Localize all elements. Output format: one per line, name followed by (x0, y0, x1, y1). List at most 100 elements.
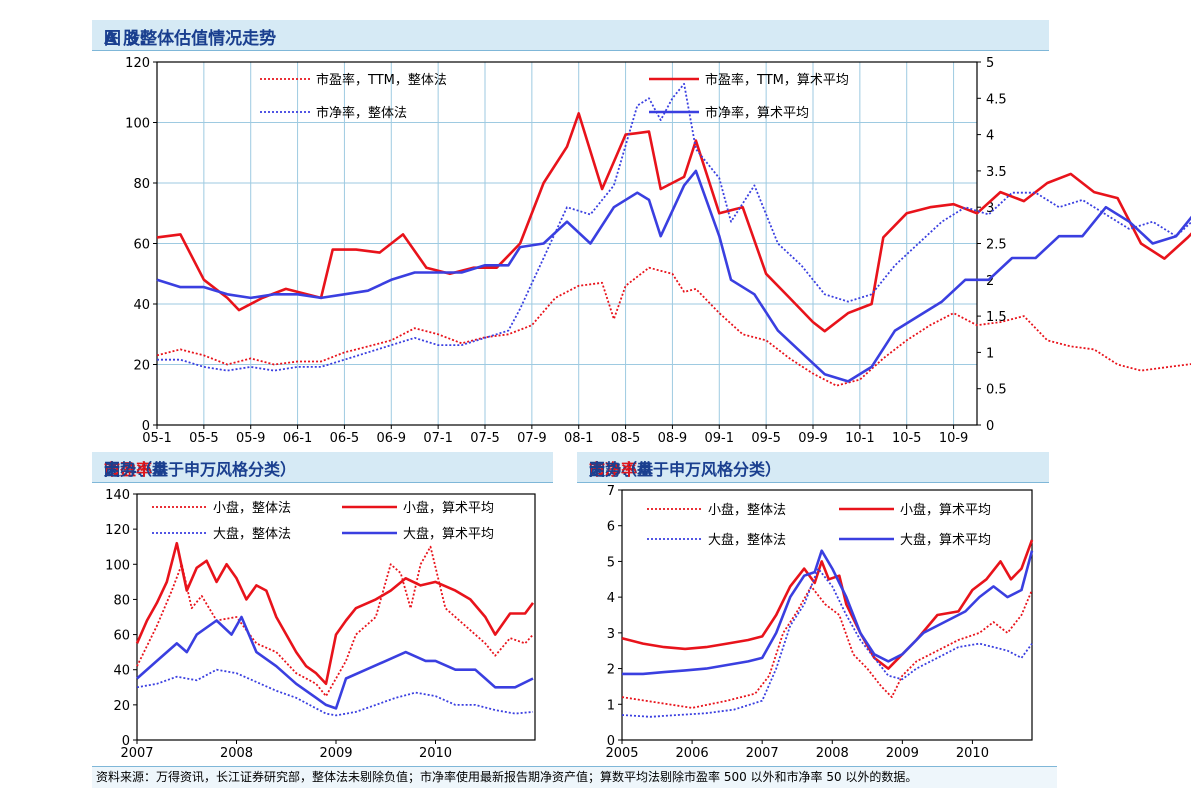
y-tick-label-left: 1 (607, 698, 615, 713)
legend-label: 大盘，算术平均 (403, 526, 494, 542)
y-tick-label-right: 1 (986, 346, 994, 361)
y-tick-label-left: 100 (105, 558, 130, 573)
x-tick-label: 10-9 (939, 431, 969, 446)
x-tick-label: 10-5 (892, 431, 922, 446)
x-tick-label: 2009 (886, 746, 919, 761)
x-tick-label: 2010 (419, 746, 452, 761)
x-tick-label: 2008 (220, 746, 253, 761)
chart1-header: 图 3: A 股整体估值情况走势 (92, 20, 1049, 51)
y-tick-label-left: 60 (113, 629, 130, 644)
chart2-header: 图 4: 大、小盘 市盈率 走势（基于申万风格分类） (92, 452, 553, 483)
y-tick-label-left: 120 (125, 56, 150, 71)
y-tick-label-left: 120 (105, 523, 130, 538)
x-tick-label: 07-1 (423, 431, 453, 446)
legend-label: 大盘，算术平均 (900, 532, 991, 548)
series-line-2 (621, 567, 1033, 718)
x-tick-label: 06-5 (330, 431, 360, 446)
series-line-1 (135, 541, 535, 686)
y-tick-label-left: 20 (113, 699, 130, 714)
plot-area (136, 493, 536, 741)
x-tick-label: 08-1 (564, 431, 594, 446)
chart3-header: 图 5: 大、小盘 市净率 走势（基于申万风格分类） (577, 452, 1049, 483)
series-line-0 (156, 266, 1191, 387)
x-tick-label: 09-1 (705, 431, 735, 446)
legend-label: 市净率，算术平均 (705, 105, 809, 121)
legend-label: 小盘，算术平均 (403, 500, 494, 516)
legend-label: 市净率，整体法 (316, 105, 407, 121)
x-tick-label: 10-1 (845, 431, 875, 446)
y-tick-label-left: 80 (113, 593, 130, 608)
y-tick-label-right: 2.5 (986, 238, 1007, 253)
y-tick-label-left: 60 (133, 238, 150, 253)
y-tick-label-right: 3.5 (986, 165, 1007, 180)
chart2-header-post: 走势（基于申万风格分类） (104, 460, 297, 479)
series-line-3 (156, 169, 1191, 383)
x-tick-label: 2009 (319, 746, 352, 761)
plot-area (621, 489, 1033, 741)
legend-label: 市盈率，TTM，算术平均 (705, 72, 849, 88)
x-tick-label: 09-9 (798, 431, 828, 446)
x-tick-label: 08-9 (658, 431, 688, 446)
plot-area (156, 61, 978, 426)
chart3-header-post: 走势（基于申万风格分类） (589, 460, 782, 479)
x-tick-label: 09-5 (751, 431, 781, 446)
series-line-3 (136, 615, 534, 710)
x-tick-label: 07-9 (517, 431, 547, 446)
legend-label: 大盘，整体法 (708, 532, 786, 548)
chart1-header-prefix: 图 3: (104, 29, 146, 49)
y-tick-label-left: 40 (113, 664, 130, 679)
chart3-header-red: 市净率 (589, 460, 638, 479)
chart3-header-prefix: 图 5: (589, 460, 629, 479)
y-tick-label-left: 100 (125, 117, 150, 132)
y-tick-label-left: 0 (142, 419, 150, 434)
x-tick-label: 2005 (605, 746, 638, 761)
legend-label: 小盘，整体法 (708, 502, 786, 518)
chart2-header-pre: 大、小盘 (104, 460, 169, 479)
x-tick-label: 05-1 (142, 431, 172, 446)
y-tick-label-right: 0.5 (986, 383, 1007, 398)
x-tick-label: 2007 (746, 746, 779, 761)
series-line-2 (136, 668, 534, 717)
x-tick-label: 06-9 (377, 431, 407, 446)
y-tick-label-left: 80 (133, 177, 150, 192)
x-tick-label: 2008 (816, 746, 849, 761)
y-tick-label-right: 2 (986, 274, 994, 289)
series-line-1 (156, 112, 1191, 333)
legend-label: 小盘，算术平均 (900, 502, 991, 518)
y-tick-label-left: 0 (122, 734, 130, 749)
chart-a-share-valuation: 05-1 05-5 05-9 06-1 06-5 06-9 07-1 07-5 07-9 08-1… (125, 56, 1191, 446)
y-tick-label-right: 1.5 (986, 310, 1007, 325)
x-tick-label: 06-1 (283, 431, 313, 446)
y-tick-label-left: 3 (607, 627, 615, 642)
x-tick-label: 08-5 (611, 431, 641, 446)
x-tick-label: 05-9 (236, 431, 266, 446)
y-tick-label-left: 40 (133, 298, 150, 313)
series-line-0 (621, 585, 1033, 709)
y-tick-label-right: 3 (986, 201, 994, 216)
chart2-header-red: 市盈率 (104, 460, 153, 479)
y-tick-label-left: 7 (607, 484, 615, 499)
y-tick-label-left: 6 (607, 520, 615, 535)
y-tick-label-right: 5 (986, 56, 994, 71)
chart3-header-pre: 大、小盘 (589, 460, 654, 479)
series-line-1 (621, 539, 1034, 670)
chart1-header-title: A 股整体估值情况走势 (104, 29, 277, 49)
y-tick-label-left: 20 (133, 359, 150, 374)
y-tick-label-left: 5 (607, 555, 615, 570)
y-tick-label-right: 0 (986, 419, 994, 434)
x-tick-label: 05-5 (189, 431, 219, 446)
legend-label: 小盘，整体法 (213, 500, 291, 516)
chart-pb-large-small: 2005 2006 2007 2008 2009 2010 0 1 2 3 4 5 6 7 小盘，整体法 小盘… (605, 484, 1034, 761)
series-line-3 (622, 549, 1034, 676)
y-tick-label-right: 4 (986, 129, 994, 144)
legend-label: 大盘，整体法 (213, 526, 291, 542)
x-tick-label: 07-5 (470, 431, 500, 446)
legend-label: 市盈率，TTM，整体法 (316, 72, 447, 88)
chart-pe-large-small: 2007 2008 2009 2010 0 20 40 60 80 100 120 140 小盘，整体法… (105, 488, 536, 761)
x-tick-label: 2007 (120, 746, 153, 761)
y-tick-label-right: 4.5 (986, 92, 1007, 107)
y-tick-label-left: 2 (607, 663, 615, 678)
x-tick-label: 2010 (956, 746, 989, 761)
y-tick-label-left: 0 (607, 734, 615, 749)
y-tick-label-left: 140 (105, 488, 130, 503)
